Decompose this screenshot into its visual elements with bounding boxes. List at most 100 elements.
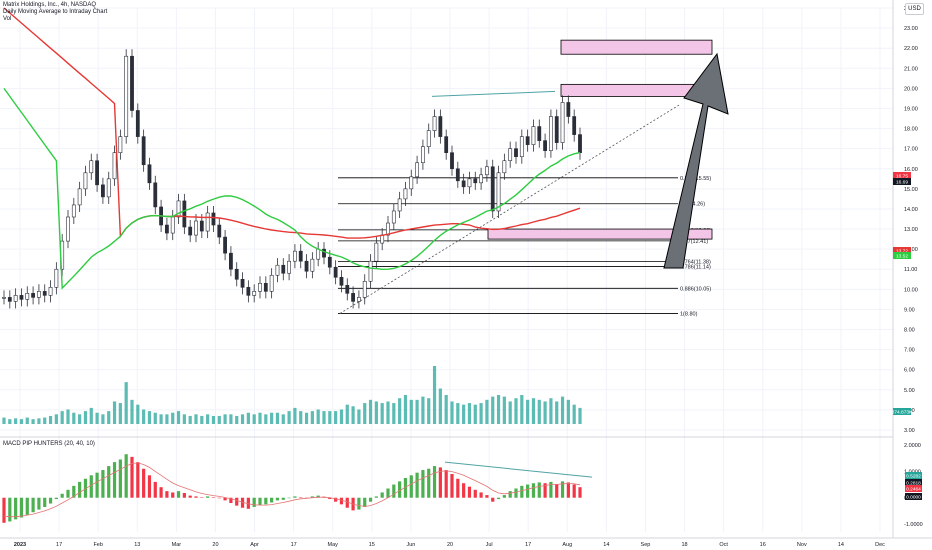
macd-histogram-bar — [572, 484, 576, 498]
candle-body — [66, 216, 70, 242]
candle-body — [263, 283, 268, 292]
price-badge: 13.52 — [893, 252, 911, 260]
candle-body — [25, 293, 30, 300]
macd-badge-value: 0.2818 — [906, 481, 921, 487]
macd-histogram-bar — [450, 474, 454, 498]
volume-bar — [89, 407, 93, 424]
volume-bar — [421, 396, 425, 424]
price-badge-bg — [893, 252, 911, 259]
candle-body — [461, 180, 466, 188]
candle-body — [310, 258, 315, 272]
volume-bar — [508, 401, 512, 424]
volume-bar — [322, 411, 326, 424]
macd-histogram-bar — [78, 481, 82, 498]
macd-badge: 0.2464 — [905, 485, 922, 493]
volume-bar — [83, 411, 88, 424]
volume-bar — [95, 412, 99, 424]
macd-tick-label: -1.0000 — [904, 522, 923, 528]
price-badge-bg — [893, 178, 911, 185]
price-tick-label: 15.00 — [904, 187, 918, 193]
macd-histogram-bar — [508, 491, 512, 498]
candle-body — [95, 160, 99, 186]
drawings[interactable] — [339, 52, 729, 314]
candle-body — [345, 285, 350, 294]
candle-body — [409, 176, 414, 190]
fib-label: 1(8.80) — [680, 311, 698, 317]
volume-title[interactable]: Vol — [3, 16, 12, 22]
candle-body — [531, 126, 536, 145]
candle-body — [519, 136, 524, 158]
volume-bar — [235, 415, 239, 424]
macd-histogram-bar — [83, 478, 88, 498]
volume-bar — [240, 414, 245, 424]
volume-bar — [211, 415, 216, 424]
candle-body — [217, 224, 222, 238]
macd-histogram-bar — [48, 497, 53, 504]
volume-bar — [502, 396, 506, 424]
candle-body — [147, 164, 152, 184]
candle-body — [357, 297, 361, 302]
macd-histogram-bar — [281, 497, 285, 500]
volume-bar — [374, 401, 378, 424]
macd-histogram-bar — [438, 467, 442, 498]
volume-bar — [66, 409, 70, 424]
macd-histogram-bar — [153, 481, 157, 498]
volume-bar — [188, 415, 192, 424]
candle-body — [77, 188, 82, 206]
macd-histogram-bar — [130, 456, 134, 498]
candle-body — [258, 283, 262, 292]
candle-body — [165, 224, 169, 234]
time-tick-label: Nov — [797, 542, 807, 548]
price-tick-label: 13.00 — [904, 227, 918, 233]
time-tick-label: May — [328, 542, 339, 548]
candle-body — [229, 252, 233, 270]
macd-histogram-bar — [502, 495, 506, 498]
macd-panel — [2, 454, 593, 523]
volume-bar — [491, 396, 495, 424]
volume-bar — [229, 414, 233, 424]
macd-histogram-bar — [159, 487, 163, 498]
macd-histogram-bar — [31, 497, 35, 513]
macd-badge-bg — [905, 472, 922, 479]
price-badge: 16.69 — [893, 178, 911, 186]
price-badge-value: 16.75 — [896, 174, 908, 180]
symbol-title[interactable]: Matrix Holdings, Inc., 4h, NASDAQ — [3, 2, 97, 8]
arrow-up — [663, 52, 729, 269]
volume-bar — [537, 399, 541, 424]
macd-histogram-bar — [54, 497, 58, 500]
candle-body — [316, 248, 321, 260]
candle-body — [368, 260, 373, 282]
macd-histogram-bar — [462, 483, 466, 498]
time-tick-label: 20 — [447, 542, 453, 548]
volume-bar — [462, 404, 466, 424]
macd-histogram-bar — [479, 492, 483, 498]
macd-title[interactable]: MACD PIP HUNTERS (20, 40, 10) — [3, 441, 95, 447]
candle-body — [281, 264, 286, 274]
candle-body — [362, 280, 367, 298]
candle-body — [554, 116, 559, 143]
volume-bar — [310, 411, 314, 424]
macd-histogram-bar — [560, 481, 565, 498]
macd-histogram-bar — [421, 470, 425, 498]
fibonacci-retracement[interactable]: 0.382(15.55)0.5(14.26)0.618(12.96)0.67(1… — [338, 176, 711, 318]
macd-histogram-bar — [235, 497, 239, 506]
candle-body — [182, 200, 187, 228]
target-zones[interactable] — [487, 39, 713, 240]
price-badge-value: 13.72 — [896, 249, 908, 255]
study-title[interactable]: Daily Moving Average to Intraday Chart — [3, 9, 108, 15]
volume-bar — [403, 395, 408, 424]
candle-body — [106, 178, 111, 198]
candle-body — [508, 148, 513, 162]
candle-body — [269, 274, 274, 292]
macd-badge-value: 0.2464 — [906, 487, 921, 493]
currency-button[interactable]: USD — [905, 3, 924, 15]
candle-body — [432, 116, 437, 131]
price-tick-label: 14.00 — [904, 207, 918, 213]
volume-bar — [520, 395, 524, 424]
macd-histogram-bar — [118, 459, 122, 498]
macd-histogram-bar — [200, 497, 204, 498]
candle-body — [467, 178, 472, 188]
volume-bar — [304, 412, 309, 424]
